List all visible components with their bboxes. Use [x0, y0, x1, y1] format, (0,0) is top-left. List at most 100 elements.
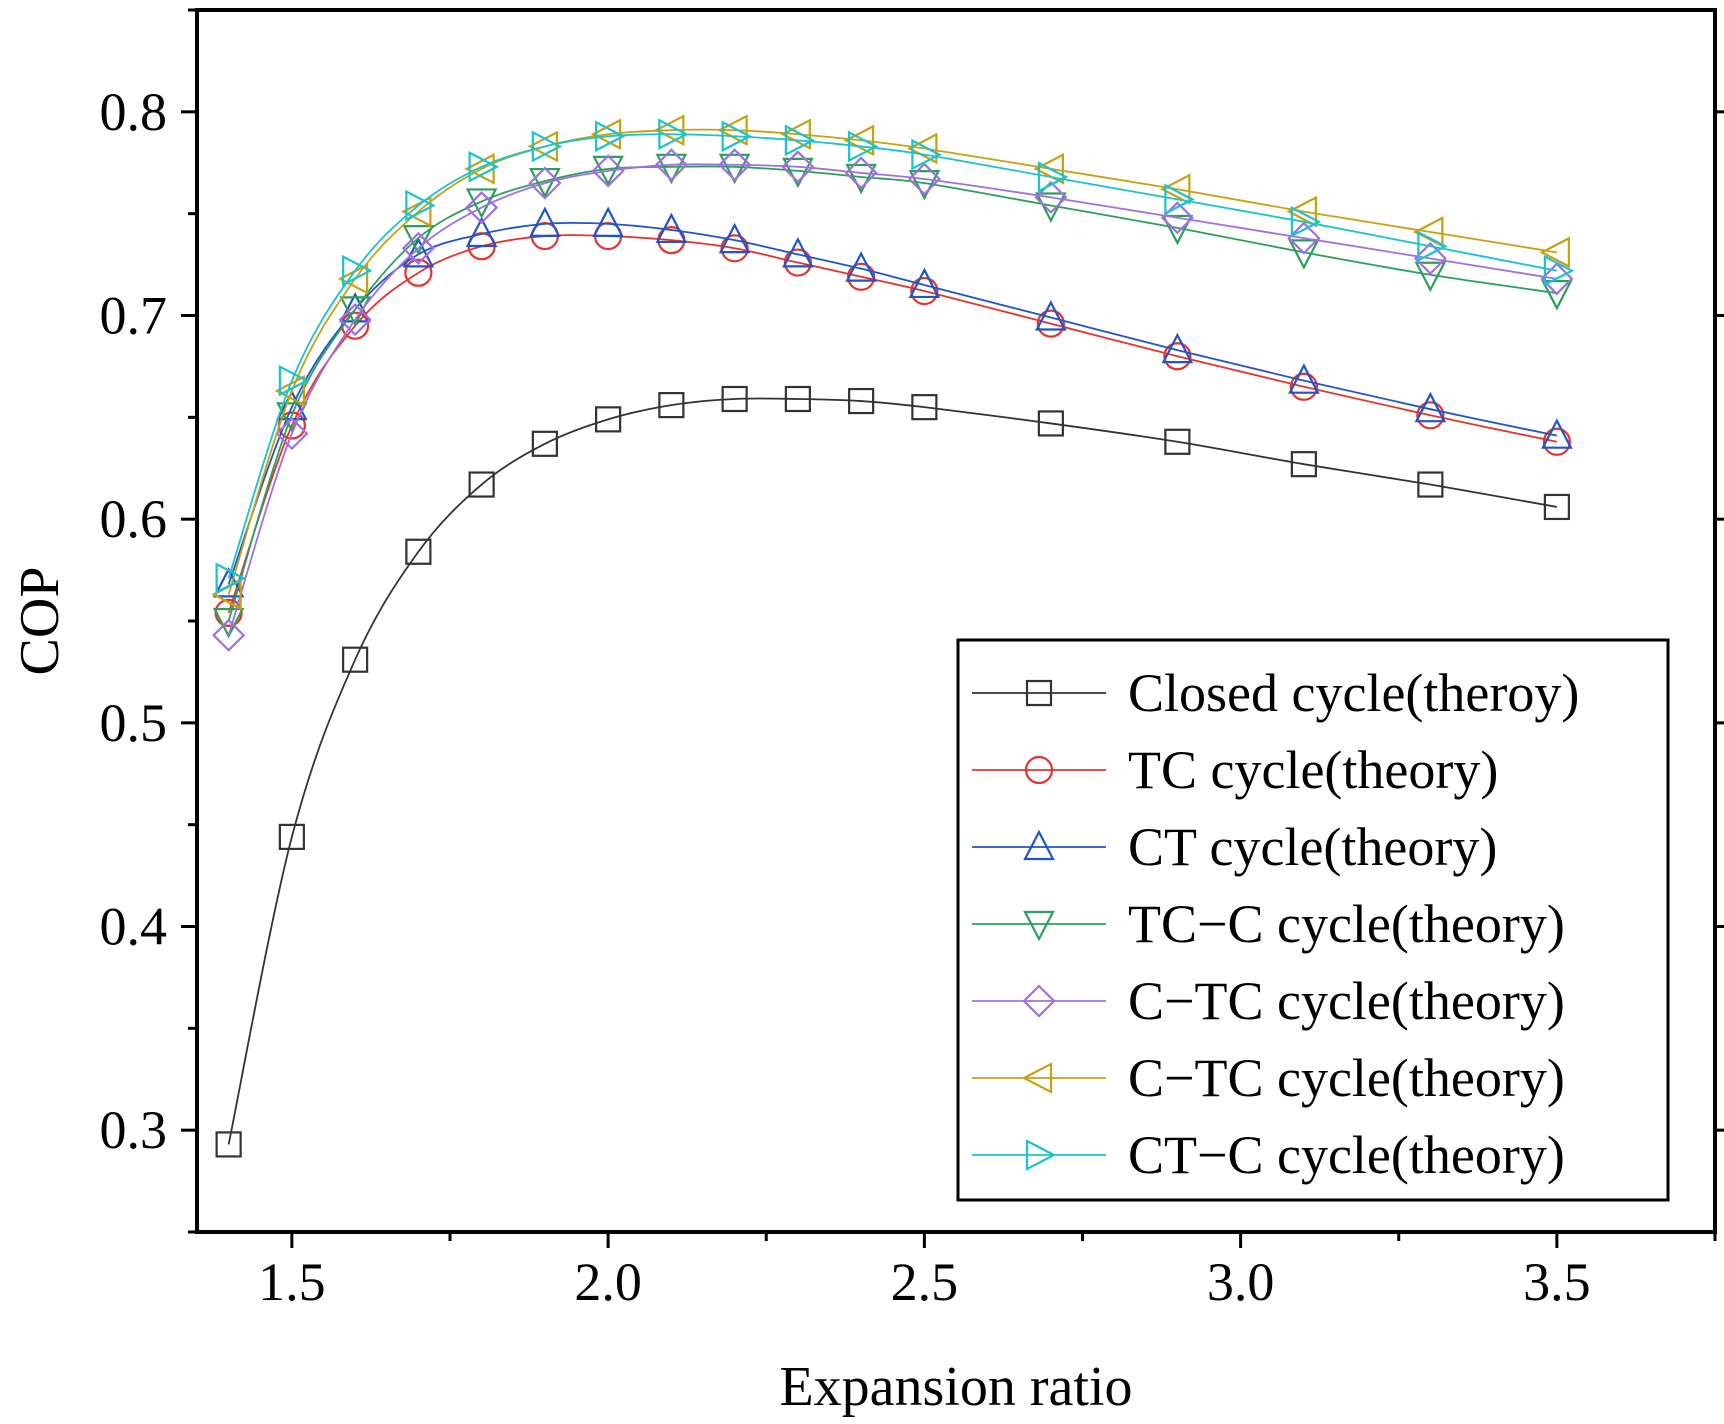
data-point: [595, 406, 622, 433]
data-point: [404, 258, 433, 287]
data-point: [591, 154, 625, 188]
series-0: [215, 385, 1570, 1158]
data-point: [1414, 261, 1447, 293]
legend-entry: C−TC cycle(theory): [972, 1048, 1565, 1108]
data-point: [908, 170, 941, 201]
data-point: [215, 1131, 242, 1158]
x-tick-label: 3.0: [1207, 1252, 1275, 1312]
series-5: [211, 114, 1570, 611]
data-point: [1037, 410, 1064, 437]
data-point: [655, 153, 688, 185]
data-point: [465, 188, 498, 219]
data-point: [401, 231, 435, 265]
series-4: [212, 148, 1574, 652]
data-point: [342, 254, 373, 287]
data-point: [848, 130, 879, 163]
data-point: [658, 392, 685, 419]
data-point: [1417, 471, 1444, 498]
x-tick-label: 3.5: [1523, 1252, 1591, 1312]
legend-marker: [1025, 1139, 1057, 1171]
data-point: [1036, 309, 1065, 338]
data-point: [658, 118, 689, 151]
legend-marker: [1023, 910, 1055, 942]
legend-label: TC−C cycle(theory): [1128, 894, 1565, 954]
data-point: [465, 191, 499, 225]
data-point: [1541, 279, 1573, 311]
series-2: [212, 206, 1573, 598]
data-point: [1412, 216, 1444, 248]
data-point: [784, 124, 816, 157]
series-3: [212, 153, 1573, 639]
data-point: [907, 162, 941, 196]
series-line: [227, 221, 1558, 585]
data-point: [1161, 332, 1194, 364]
data-point: [1539, 236, 1570, 269]
data-point: [1543, 493, 1570, 521]
data-point: [1417, 230, 1448, 263]
x-axis-label: Expansion ratio: [779, 1356, 1132, 1418]
data-point: [1164, 428, 1191, 455]
data-point: [653, 114, 685, 146]
data-point: [717, 114, 748, 146]
data-point: [718, 153, 751, 185]
legend: Closed cycle(theroy) TC cycle(theory) CT c…: [956, 638, 1670, 1202]
legend-entry: CT−C cycle(theory): [972, 1125, 1565, 1185]
legend-box: [956, 638, 1670, 1202]
y-tick-label: 0.5: [100, 693, 168, 753]
series-line: [227, 128, 1558, 595]
data-point: [845, 163, 877, 195]
data-point: [402, 237, 435, 268]
data-point: [654, 148, 688, 182]
series-line: [227, 133, 1558, 579]
data-point: [1543, 254, 1575, 287]
legend-marker: [1022, 984, 1056, 1018]
data-point: [784, 385, 811, 413]
data-point: [1287, 221, 1321, 255]
data-point: [655, 212, 688, 244]
legend-entry: TC cycle(theory): [972, 740, 1498, 800]
legend-entry: Closed cycle(theroy): [972, 663, 1579, 723]
y-tick-label: 0.7: [100, 286, 168, 346]
legend-entry: CT cycle(theory): [972, 817, 1497, 877]
data-point: [338, 303, 372, 337]
data-point: [780, 118, 811, 151]
series-6: [215, 118, 1575, 595]
y-tick-label: 0.8: [100, 82, 168, 142]
data-point: [1288, 239, 1320, 270]
legend-entry: C−TC cycle(theory): [972, 971, 1565, 1031]
data-point: [1035, 300, 1067, 331]
y-axis-label: COP: [9, 567, 71, 676]
x-tick-label: 2.5: [891, 1252, 959, 1312]
data-point: [468, 471, 495, 498]
data-point: [911, 394, 938, 421]
data-point: [405, 538, 432, 565]
data-point: [531, 430, 558, 457]
data-point: [781, 150, 815, 184]
legend-label: Closed cycle(theroy): [1128, 663, 1579, 723]
data-point: [721, 120, 753, 153]
y-tick-label: 0.3: [100, 1100, 168, 1160]
data-point: [1163, 342, 1192, 371]
legend-entry: TC−C cycle(theory): [972, 894, 1565, 954]
data-point: [275, 417, 309, 451]
data-point: [1288, 363, 1320, 394]
data-point: [718, 148, 752, 182]
data-point: [844, 156, 878, 190]
data-point: [906, 132, 938, 165]
data-point: [595, 120, 626, 153]
data-point: [908, 267, 941, 299]
data-point: [1414, 391, 1447, 423]
data-point: [468, 151, 500, 183]
series-line: [227, 163, 1558, 636]
legend-label: CT cycle(theory): [1128, 817, 1497, 877]
series-1: [214, 221, 1571, 627]
data-point: [1290, 206, 1322, 238]
data-point: [339, 292, 371, 323]
y-axis-ticks: 0.3 0.4 0.5 0.6 0.7 0.8: [100, 8, 1724, 1234]
x-tick-label: 2.0: [574, 1252, 642, 1312]
y-tick-label: 0.6: [100, 489, 168, 549]
legend-label: TC cycle(theory): [1128, 740, 1498, 800]
data-point: [342, 646, 369, 673]
data-point: [1286, 195, 1317, 228]
data-point: [1289, 372, 1318, 401]
